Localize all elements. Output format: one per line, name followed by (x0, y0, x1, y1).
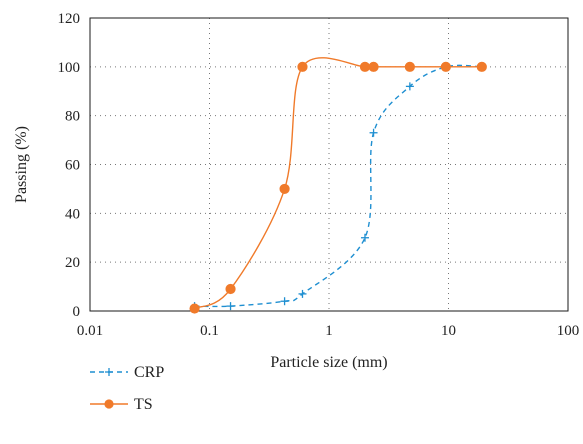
y-tick-label: 80 (65, 109, 80, 125)
data-point-crp (298, 289, 307, 298)
series-line-crp (194, 64, 482, 308)
tick-label-layer: 0.01 0.1 1 10 100 0 20 40 60 80 100 120 (58, 11, 580, 339)
data-point-ts (404, 61, 415, 72)
x-tick-label: 100 (557, 323, 580, 339)
x-tick-label: 10 (441, 323, 456, 339)
data-point-crp (360, 233, 369, 242)
y-tick-label: 20 (65, 255, 80, 271)
series-line-ts (194, 57, 482, 310)
x-tick-label: 0.1 (200, 323, 219, 339)
data-point-crp (405, 82, 414, 91)
y-axis-title: Passing (%) (13, 126, 30, 203)
data-point-ts (189, 303, 200, 314)
y-tick-label: 60 (65, 158, 80, 174)
y-tick-label: 0 (73, 304, 81, 320)
series-layer (189, 57, 487, 314)
data-point-ts (359, 61, 371, 72)
legend-ts-circle-marker (104, 399, 114, 409)
data-point-crp (280, 297, 289, 306)
grid-layer (90, 18, 568, 311)
data-point-ts (279, 183, 290, 195)
y-tick-label: 40 (65, 206, 80, 222)
data-point-ts (476, 61, 487, 72)
data-point-ts (368, 61, 379, 72)
x-axis-title: Particle size (mm) (270, 354, 387, 371)
legend-crp-plus-marker (105, 368, 113, 376)
x-tick-label: 0.01 (77, 323, 103, 339)
legend-item-crp: CRP (90, 364, 164, 381)
data-point-ts (440, 61, 451, 72)
legend: CRP TS (90, 364, 164, 413)
data-point-ts (297, 61, 308, 72)
legend-crp-label: CRP (134, 364, 164, 381)
data-point-ts (225, 283, 236, 295)
y-tick-label: 120 (58, 11, 81, 27)
legend-ts-label: TS (134, 396, 153, 413)
data-point-crp (369, 128, 378, 137)
data-point-crp (226, 302, 235, 311)
x-tick-label: 1 (325, 323, 333, 339)
y-tick-label: 100 (58, 60, 81, 76)
legend-item-ts: TS (90, 396, 153, 413)
plot-frame (89, 17, 569, 312)
